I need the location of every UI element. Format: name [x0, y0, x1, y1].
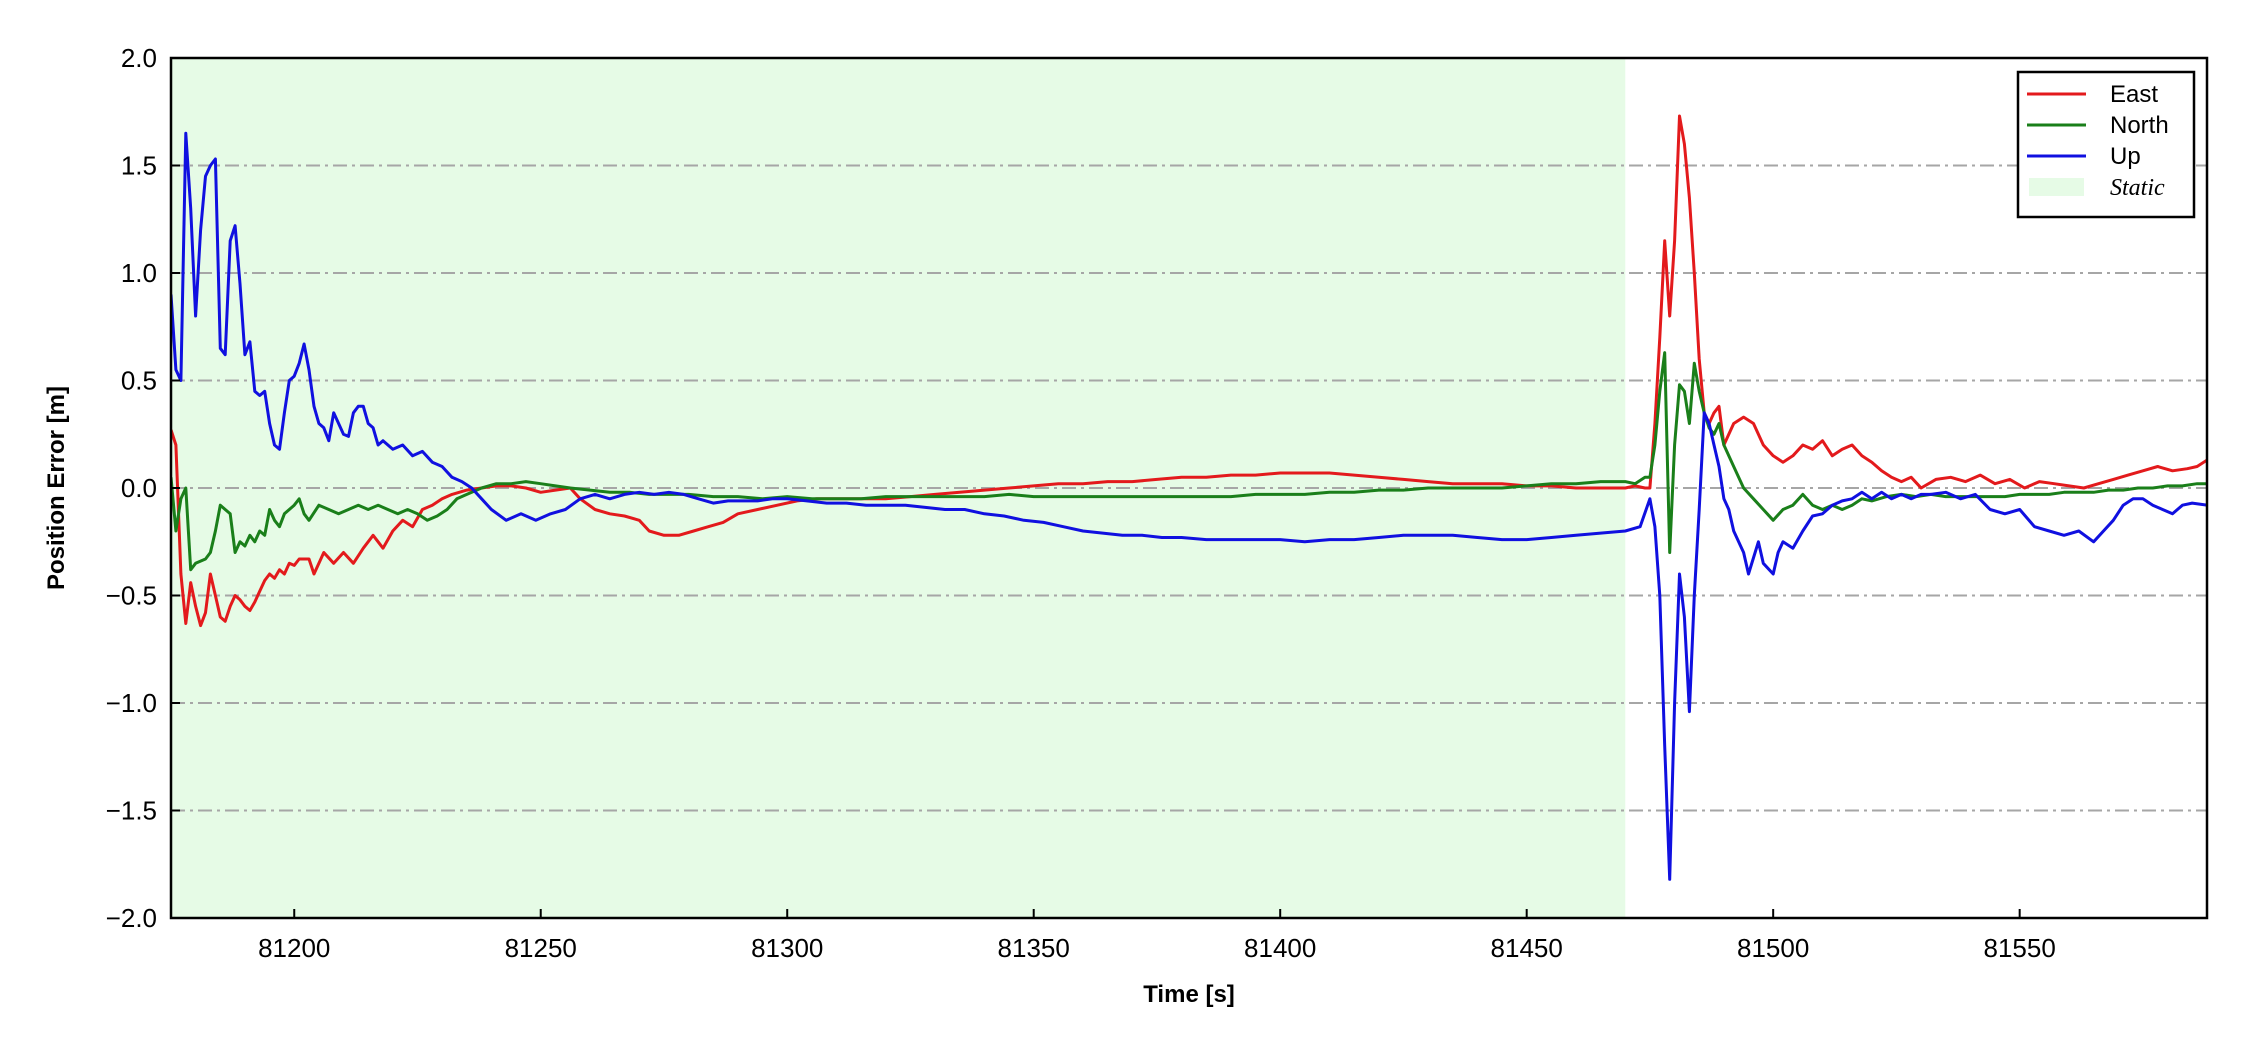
legend-box	[2016, 70, 2196, 219]
series-line-north	[171, 351, 2207, 572]
static-region-shading	[171, 58, 1626, 918]
x-axis-label: Time [s]	[1143, 981, 1235, 1008]
y-tick-label: 1.0	[121, 258, 157, 288]
legend-swatch-static	[2029, 178, 2084, 196]
legend-label-north: North	[2110, 112, 2169, 139]
y-tick-label: −1.0	[106, 688, 157, 718]
legend-label-static: Static	[2110, 175, 2165, 201]
x-tick-label: 81400	[1244, 933, 1316, 963]
plot-area	[171, 58, 2207, 918]
y-tick-label: 1.5	[121, 151, 157, 181]
x-tick-label: 81550	[1984, 933, 2056, 963]
legend: East North Up Static	[2016, 70, 2196, 219]
x-tick-label: 81500	[1737, 933, 1809, 963]
x-tick-label: 81450	[1491, 933, 1563, 963]
x-tick-label: 81250	[505, 933, 577, 963]
y-tick-label: 2.0	[121, 43, 157, 73]
series-line-east	[171, 114, 2207, 628]
legend-label-east: East	[2110, 81, 2158, 108]
y-tick-label: −0.5	[106, 581, 157, 611]
axes: 81200 81250 81300 81350 81400 81450 81500 81550…	[106, 43, 2209, 963]
x-tick-label: 81300	[751, 933, 823, 963]
y-axis-label: Position Error [m]	[43, 386, 70, 590]
x-tick-label: 81200	[258, 933, 330, 963]
x-tick-label: 81350	[998, 933, 1070, 963]
y-tick-label: 0.0	[121, 473, 157, 503]
y-tick-label: −2.0	[106, 903, 157, 933]
series-group	[171, 114, 2207, 881]
y-tick-label: 0.5	[121, 366, 157, 396]
legend-label-up: Up	[2110, 143, 2141, 170]
y-tick-label: −1.5	[106, 796, 157, 826]
series-line-up	[171, 131, 2207, 881]
